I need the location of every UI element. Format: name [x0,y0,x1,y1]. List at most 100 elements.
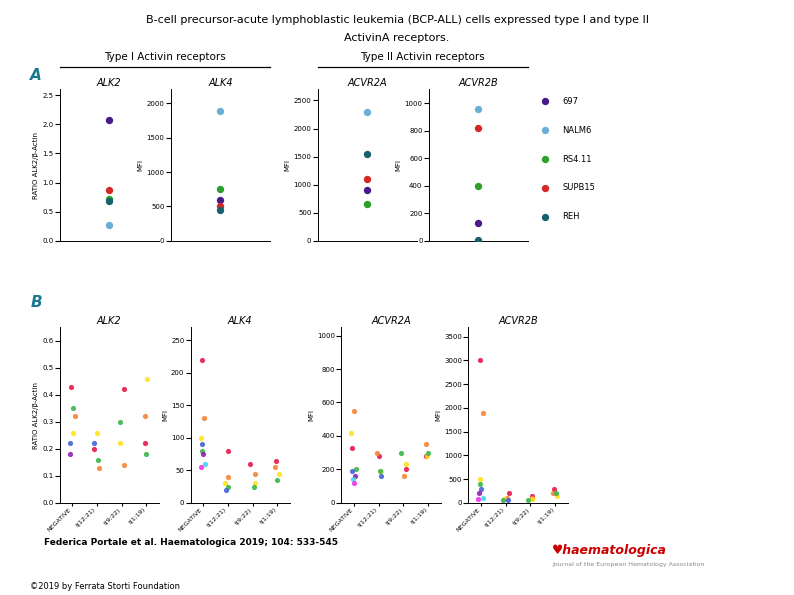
Point [526,493,538,503]
Point [103,185,116,195]
Title: ACVR2B: ACVR2B [498,317,538,327]
Y-axis label: MFI: MFI [308,409,314,421]
Point [360,107,374,117]
Point [546,488,559,498]
Point [375,471,387,481]
Point [219,485,232,494]
Point [422,448,434,458]
Point [522,495,534,505]
Point [222,446,234,456]
Title: ALK2: ALK2 [97,79,121,89]
Point [118,384,131,394]
Point [103,196,116,206]
Point [473,479,486,488]
Text: B-cell precursor-acute lymphoblastic leukemia (BCP-ALL) cells expressed type I a: B-cell precursor-acute lymphoblastic leu… [145,15,649,25]
Point [549,488,562,498]
Point [395,448,407,458]
Point [539,96,552,106]
Point [196,449,209,459]
Point [539,212,552,221]
Point [68,412,81,421]
Point [472,104,484,113]
Point [249,478,262,488]
Point [103,220,116,230]
Point [346,475,359,484]
Point [214,205,227,215]
Point [360,149,374,159]
Point [501,493,514,503]
Point [214,195,227,204]
Title: ALK4: ALK4 [208,79,233,89]
Point [399,459,412,469]
Point [498,494,511,504]
Point [195,462,207,472]
Point [195,446,208,456]
Point [350,465,363,474]
Text: ActivinA receptors.: ActivinA receptors. [345,33,449,43]
Text: B: B [30,295,42,309]
Text: ©2019 by Ferrata Storti Foundation: ©2019 by Ferrata Storti Foundation [30,582,180,591]
Text: Type I Activin receptors: Type I Activin receptors [104,52,225,61]
Point [67,428,79,437]
Title: ALK4: ALK4 [228,317,252,327]
Point [348,406,360,415]
Point [198,459,211,468]
Point [66,403,79,413]
Point [244,459,256,468]
Point [103,115,116,124]
Point [539,126,552,135]
Point [420,451,433,461]
Point [475,484,488,493]
Point [87,439,100,448]
Point [64,439,76,448]
Point [197,414,210,423]
Point [501,496,514,505]
Point [374,466,387,476]
Point [473,356,486,365]
Title: ACVR2B: ACVR2B [458,79,499,89]
Point [345,428,357,437]
Point [271,475,283,485]
Point [345,443,358,452]
Point [371,448,384,458]
Point [270,456,283,465]
Point [248,482,260,491]
Point [360,186,374,195]
Point [526,494,538,504]
Point [372,451,385,461]
Text: REH: REH [562,212,580,221]
Point [474,474,487,484]
Point [140,449,152,459]
Point [375,466,387,476]
Point [249,469,261,478]
Point [272,469,285,478]
Text: Journal of the European Hematology Association: Journal of the European Hematology Assoc… [552,562,704,567]
Point [503,488,515,498]
Text: Type II Activin receptors: Type II Activin receptors [360,52,485,61]
Text: NALM6: NALM6 [562,126,592,134]
Point [349,471,361,481]
Point [472,235,484,245]
Y-axis label: RATIO ALK2/β-Actin: RATIO ALK2/β-Actin [33,131,39,199]
Point [88,444,101,453]
Point [138,439,151,448]
Point [472,181,484,190]
Text: 697: 697 [562,97,578,106]
Point [222,482,235,491]
Point [64,449,76,459]
Point [472,218,484,228]
Point [218,478,231,488]
Point [91,428,104,437]
Text: RS4.11: RS4.11 [562,155,592,164]
Point [196,440,209,449]
Y-axis label: MFI: MFI [162,409,168,421]
Point [476,493,489,503]
Text: Federica Portale et al. Haematologica 2019; 104: 533-545: Federica Portale et al. Haematologica 20… [44,538,337,547]
Text: ♥haematologica: ♥haematologica [552,544,667,558]
Point [93,463,106,472]
Point [421,451,434,461]
Point [103,194,116,203]
Point [419,440,432,449]
Point [399,465,412,474]
Point [214,202,227,211]
